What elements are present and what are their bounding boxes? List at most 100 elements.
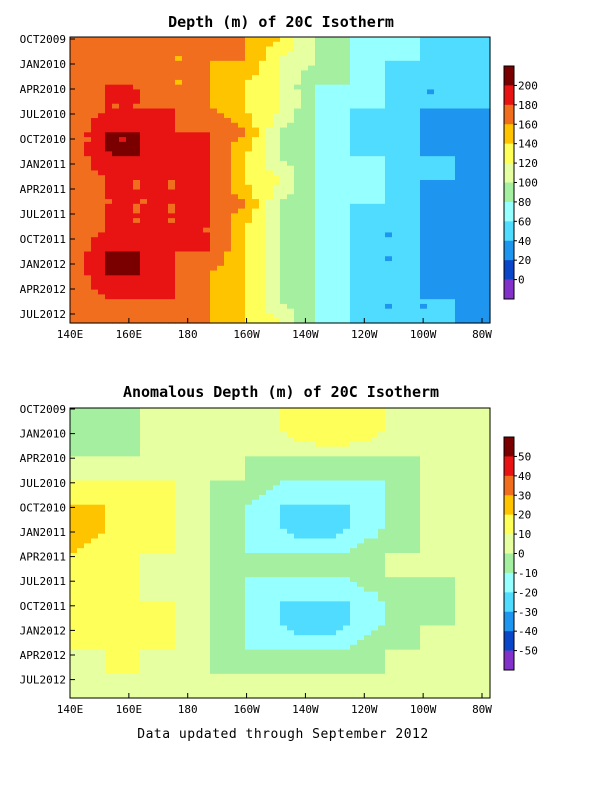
field-cell xyxy=(434,108,442,114)
field-cell xyxy=(168,60,176,67)
field-cell xyxy=(196,495,204,501)
field-cell xyxy=(231,118,239,124)
field-cell xyxy=(238,194,246,200)
field-cell xyxy=(175,94,183,100)
field-cell xyxy=(168,98,176,105)
field-cell xyxy=(133,528,141,535)
field-cell xyxy=(406,51,414,57)
field-cell xyxy=(210,98,218,105)
field-cell xyxy=(280,251,288,257)
field-cell xyxy=(364,275,372,281)
field-cell xyxy=(98,475,106,482)
field-cell xyxy=(217,189,225,195)
field-cell xyxy=(98,514,106,520)
field-cell xyxy=(98,441,106,448)
field-cell xyxy=(378,146,386,152)
field-cell xyxy=(301,265,309,272)
field-cell xyxy=(91,553,99,559)
field-cell xyxy=(308,222,316,229)
field-cell xyxy=(112,683,120,689)
field-cell xyxy=(266,60,274,67)
field-cell xyxy=(217,499,225,506)
field-cell xyxy=(350,308,358,315)
field-cell xyxy=(441,180,449,186)
field-cell xyxy=(70,640,78,646)
field-cell xyxy=(168,461,176,467)
field-cell xyxy=(483,194,491,200)
field-cell xyxy=(462,89,470,95)
field-cell xyxy=(378,175,386,181)
field-cell xyxy=(483,165,491,172)
field-cell xyxy=(98,625,106,631)
field-cell xyxy=(336,261,344,267)
field-cell xyxy=(224,79,232,86)
field-cell xyxy=(434,37,442,43)
field-cell xyxy=(210,524,218,530)
field-cell xyxy=(147,456,155,462)
field-cell xyxy=(245,103,253,110)
field-cell xyxy=(476,151,484,157)
field-cell xyxy=(343,156,351,162)
field-cell xyxy=(294,37,302,43)
field-cell xyxy=(133,577,141,583)
field-cell xyxy=(294,103,302,110)
field-cell xyxy=(441,165,449,172)
field-cell xyxy=(343,246,351,253)
field-cell xyxy=(196,601,204,607)
field-cell xyxy=(252,313,260,319)
field-cell xyxy=(301,208,309,214)
field-cell xyxy=(483,151,491,157)
field-cell xyxy=(112,485,120,491)
field-cell xyxy=(455,122,463,129)
field-cell xyxy=(343,275,351,281)
field-cell xyxy=(84,232,92,238)
field-cell xyxy=(308,75,316,81)
field-cell xyxy=(189,456,197,462)
field-cell xyxy=(126,165,134,172)
field-cell xyxy=(420,308,428,315)
field-cell xyxy=(203,208,211,214)
field-cell xyxy=(84,218,92,224)
field-cell xyxy=(77,591,85,598)
field-cell xyxy=(182,237,190,243)
field-cell xyxy=(308,56,316,62)
field-cell xyxy=(182,441,190,448)
field-cell xyxy=(210,60,218,67)
field-cell xyxy=(343,137,351,143)
field-cell xyxy=(224,165,232,172)
field-cell xyxy=(343,280,351,286)
field-cell xyxy=(147,582,155,588)
field-cell xyxy=(84,146,92,152)
field-cell xyxy=(189,213,197,219)
field-cell xyxy=(189,246,197,253)
field-cell xyxy=(322,313,330,319)
field-cell xyxy=(140,189,148,195)
field-cell xyxy=(315,308,323,315)
field-cell xyxy=(154,577,162,583)
field-cell xyxy=(189,586,197,593)
field-cell xyxy=(70,151,78,157)
field-cell xyxy=(196,213,204,219)
field-cell xyxy=(189,84,197,91)
field-cell xyxy=(203,318,211,324)
field-cell xyxy=(203,218,211,224)
field-cell xyxy=(112,606,120,612)
field-cell xyxy=(301,89,309,95)
field-cell xyxy=(406,65,414,71)
field-cell xyxy=(112,427,120,433)
field-cell xyxy=(140,577,148,583)
field-cell xyxy=(119,194,127,200)
field-cell xyxy=(154,533,162,540)
field-cell xyxy=(329,184,337,191)
field-cell xyxy=(448,280,456,286)
field-cell xyxy=(70,485,78,491)
field-cell xyxy=(133,664,141,670)
field-cell xyxy=(133,241,141,248)
field-cell xyxy=(357,108,365,114)
field-cell xyxy=(77,683,85,689)
field-cell xyxy=(154,470,162,477)
field-cell xyxy=(357,299,365,305)
field-cell xyxy=(196,289,204,295)
field-cell xyxy=(91,75,99,81)
field-cell xyxy=(175,146,183,152)
